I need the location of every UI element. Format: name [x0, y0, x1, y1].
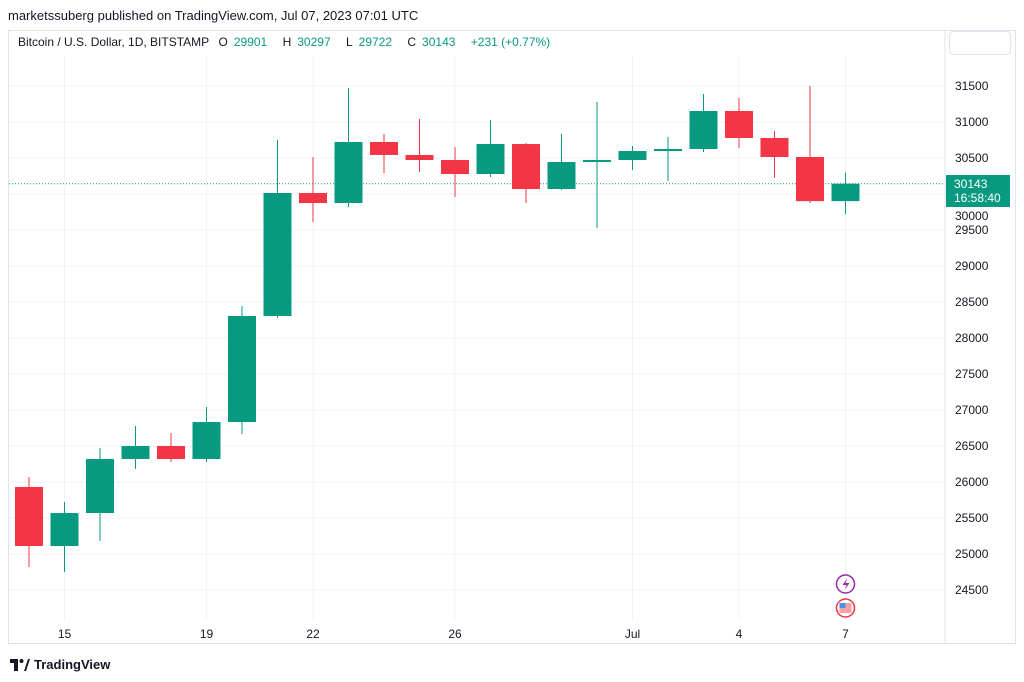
- brand-name: TradingView: [34, 657, 111, 672]
- tradingview-logo-icon: [10, 658, 30, 671]
- y-tick-label: 25500: [955, 511, 989, 525]
- y-tick-label: 28500: [955, 295, 989, 309]
- candle-bearish: [512, 144, 540, 190]
- y-tick-label: 31000: [955, 115, 989, 129]
- bar-countdown: 16:58:40: [954, 191, 1001, 205]
- candle-bullish: [583, 160, 611, 163]
- x-tick-label: 19: [200, 627, 214, 641]
- ohlc-close: C 30143: [407, 35, 456, 49]
- tradingview-logo[interactable]: TradingView: [10, 657, 110, 672]
- candle-bullish: [228, 315, 256, 423]
- candle-bearish: [157, 446, 185, 460]
- y-tick-label: 25000: [955, 547, 989, 561]
- symbol-name: Bitcoin / U.S. Dollar, 1D, BITSTAMP: [18, 35, 210, 49]
- y-tick-label: 30000: [955, 209, 989, 223]
- candle-bullish: [263, 192, 292, 316]
- candle-bullish: [334, 142, 363, 203]
- candle-bullish: [50, 513, 79, 547]
- y-tick-label: 30500: [955, 151, 989, 165]
- candle-bearish: [725, 110, 753, 138]
- candle-bearish: [796, 156, 824, 202]
- candle-bullish: [476, 144, 505, 174]
- candle-bullish: [618, 151, 647, 161]
- y-tick-label: 26000: [955, 475, 989, 489]
- candle-bearish: [405, 154, 434, 161]
- symbol-legend: Bitcoin / U.S. Dollar, 1D, BITSTAMP O 299…: [18, 35, 556, 49]
- y-tick-label: 31500: [955, 79, 989, 93]
- lightning-glyph: [842, 578, 850, 590]
- flag-canton: [839, 603, 846, 608]
- y-tick-label: 28000: [955, 331, 989, 345]
- ohlc-high: H 30297: [282, 35, 331, 49]
- candle-bearish: [441, 160, 469, 174]
- y-tick-label: 26500: [955, 439, 989, 453]
- chart-frame: [8, 30, 1016, 644]
- x-tick-label: 15: [58, 627, 72, 641]
- candle-bullish: [547, 162, 576, 190]
- candle-bearish: [370, 142, 398, 155]
- last-price: 30143: [954, 177, 988, 191]
- candle-bullish: [86, 459, 114, 514]
- ohlc-low: L 29722: [345, 35, 393, 49]
- x-tick-label: Jul: [625, 627, 640, 641]
- candle-bearish: [299, 192, 327, 203]
- y-tick-label: 29000: [955, 259, 989, 273]
- candle-bullish: [654, 149, 682, 152]
- candle-bullish: [192, 422, 221, 460]
- candle-bearish: [760, 137, 789, 157]
- publisher-caption: marketssuberg published on TradingView.c…: [8, 8, 419, 23]
- x-tick-label: 7: [842, 627, 849, 641]
- candle-bullish: [689, 110, 718, 149]
- price-change: +231 (+0.77%): [470, 35, 551, 49]
- y-tick-label: 29500: [955, 223, 989, 237]
- x-tick-label: 22: [306, 627, 320, 641]
- chart-top-button[interactable]: [949, 31, 1011, 55]
- x-tick-label: 4: [736, 627, 743, 641]
- last-price-badge: 30143 16:58:40: [946, 175, 1010, 207]
- candle-bullish: [831, 183, 860, 202]
- y-tick-label: 27500: [955, 367, 989, 381]
- ohlc-open: O 29901: [218, 35, 268, 49]
- candle-bearish: [15, 486, 43, 547]
- candle-bullish: [121, 446, 150, 460]
- x-tick-label: 26: [448, 627, 462, 641]
- y-tick-label: 24500: [955, 583, 989, 597]
- y-tick-label: 27000: [955, 403, 989, 417]
